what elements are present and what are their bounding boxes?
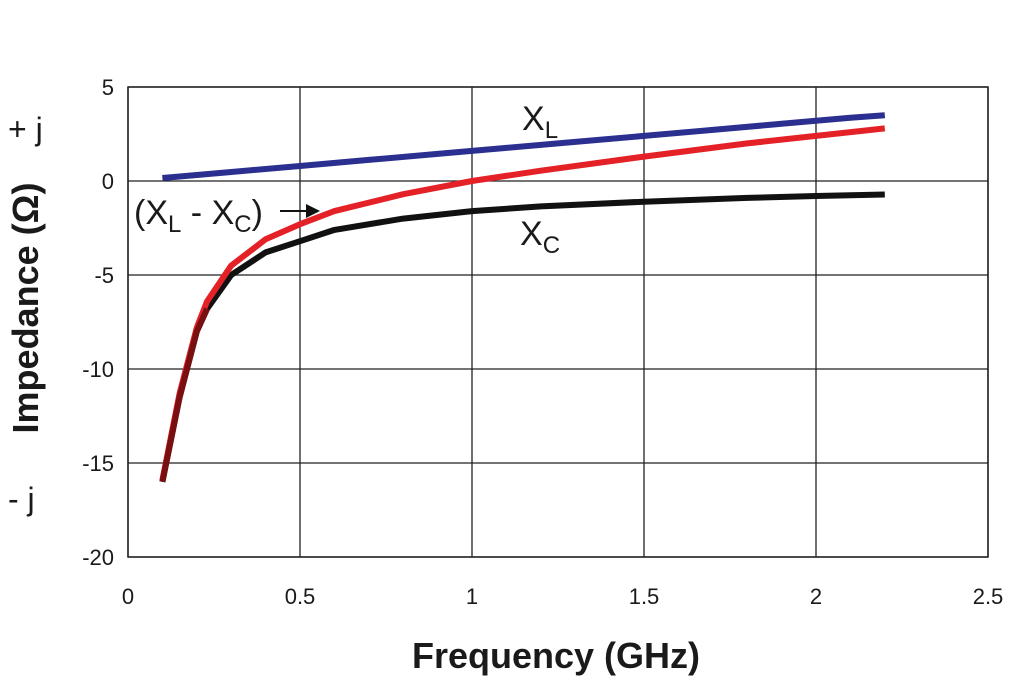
xl-line bbox=[162, 112, 886, 181]
y-tick-labels: 5 0 -5 -10 -15 -20 bbox=[82, 75, 114, 570]
y-tick-label: 0 bbox=[102, 169, 114, 194]
x-tick-label: 2.5 bbox=[973, 584, 1004, 609]
xc-label: XC bbox=[520, 215, 560, 259]
diff-label-sub1: L bbox=[168, 211, 181, 238]
diff-arrow bbox=[280, 204, 320, 218]
x-tick-label: 0 bbox=[122, 584, 134, 609]
xl-label: XL bbox=[522, 100, 558, 144]
x-tick-label: 1.5 bbox=[629, 584, 660, 609]
y-axis-title: Impedance (Ω) bbox=[5, 183, 46, 434]
plot-frame bbox=[127, 86, 989, 558]
y-tick-label: -20 bbox=[82, 545, 114, 570]
y-tick-label: -15 bbox=[82, 451, 114, 476]
chart-grid bbox=[127, 86, 989, 558]
positive-j-label: + j bbox=[8, 111, 43, 147]
overlap-segment bbox=[159, 307, 210, 483]
x-tick-label: 0.5 bbox=[285, 584, 316, 609]
negative-j-label: - j bbox=[8, 481, 35, 517]
y-tick-label: -10 bbox=[82, 357, 114, 382]
x-tick-label: 1 bbox=[466, 584, 478, 609]
xl-label-main: X bbox=[522, 100, 545, 138]
y-tick-label: 5 bbox=[102, 75, 114, 100]
diff-label: (XL - XC) bbox=[134, 194, 263, 238]
x-tick-label: 2 bbox=[810, 584, 822, 609]
y-tick-label: -5 bbox=[94, 263, 114, 288]
x-tick-labels: 0 0.5 1 1.5 2 2.5 bbox=[122, 584, 1003, 609]
diff-label-part3: ) bbox=[252, 194, 263, 232]
x-axis-title: Frequency (GHz) bbox=[412, 635, 700, 676]
series-lines bbox=[159, 112, 886, 483]
xl-label-sub: L bbox=[545, 117, 558, 144]
diff-label-part1: (X bbox=[134, 194, 168, 232]
diff-label-part2: - X bbox=[181, 194, 234, 232]
diff-label-sub2: C bbox=[234, 211, 251, 238]
xc-label-sub: C bbox=[543, 232, 560, 259]
xc-label-main: X bbox=[520, 215, 543, 253]
